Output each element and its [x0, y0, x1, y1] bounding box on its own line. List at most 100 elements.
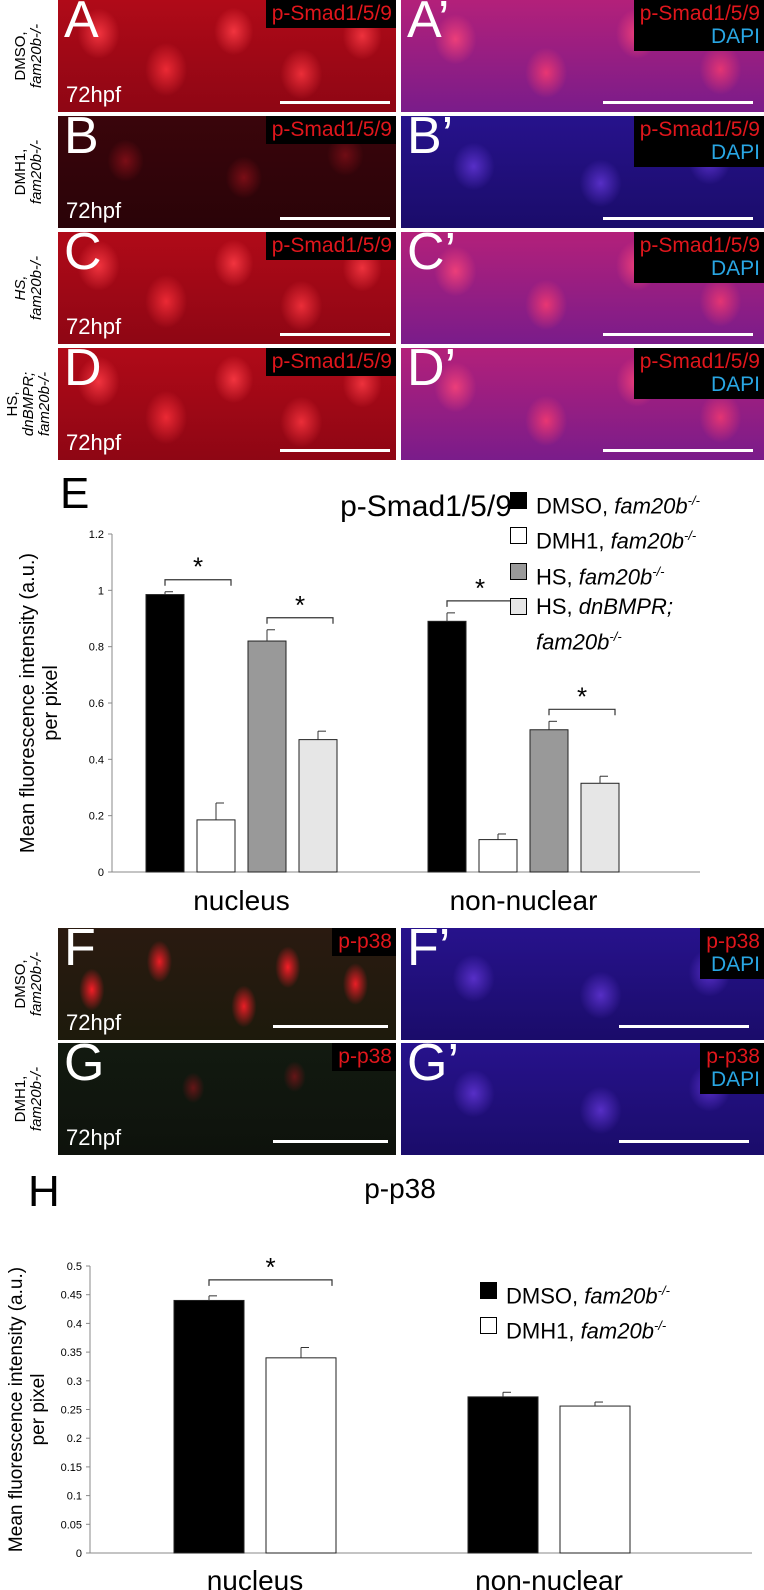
micrograph-right: C’ p-Smad1/5/9 DAPI — [401, 232, 764, 344]
stain-label: p-p38 — [332, 1043, 396, 1071]
panel-letter: E — [60, 469, 89, 518]
scale-bar — [619, 1025, 749, 1028]
bar — [478, 839, 518, 873]
bar — [467, 1396, 539, 1554]
legend-swatch — [480, 1317, 497, 1335]
stain-name: p-Smad1/5/9 — [271, 118, 392, 141]
timepoint-label: 72hpf — [66, 198, 122, 223]
legend-label-sup: -/- — [687, 493, 700, 508]
stain-label: p-Smad1/5/9 DAPI — [633, 0, 764, 51]
bar — [196, 819, 236, 873]
legend-label-sup: -/- — [657, 1283, 670, 1298]
micrograph-right: F’ p-p38 DAPI — [401, 928, 764, 1040]
condition-line-1: DMH1, — [12, 1075, 29, 1123]
y-tick-label: 0.1 — [67, 1491, 82, 1503]
panel-letter: A’ — [407, 0, 450, 49]
legend-item: DMH1, fam20b-/- — [480, 1311, 670, 1346]
condition-line-1: HS, — [4, 391, 21, 417]
condition-line-2: fam20b-/- — [28, 23, 45, 89]
y-tick-label: 0.4 — [67, 1318, 82, 1330]
bar — [298, 739, 338, 873]
stain-label: p-p38 DAPI — [700, 928, 764, 979]
y-tick-label: 0.8 — [89, 642, 104, 654]
stain-name: p-p38 — [706, 1045, 760, 1068]
condition-line-3: fam20b-/- — [36, 371, 53, 437]
y-axis-label: Mean fluorescence intensity (a.u.)per pi… — [17, 553, 62, 853]
y-tick-label: 0.6 — [89, 698, 104, 710]
condition-label: DMH1, fam20b-/- — [0, 1043, 58, 1155]
stain-name: p-p38 — [338, 1045, 392, 1068]
legend-swatch — [510, 562, 527, 580]
y-tick-label: 1 — [98, 585, 104, 597]
y-tick-label: 0 — [98, 867, 104, 879]
condition-line-1: DMSO, — [12, 31, 29, 81]
y-tick-label: 0.25 — [61, 1405, 82, 1417]
panel-letter: F’ — [407, 928, 451, 977]
condition-line-2: fam20b-/- — [28, 1066, 45, 1132]
significance-star: * — [193, 552, 203, 582]
y-axis-label-line-1: Mean fluorescence intensity (a.u.) — [6, 1267, 27, 1552]
bar — [559, 1405, 631, 1554]
significance-star: * — [265, 1252, 275, 1282]
stain-label: p-Smad1/5/9 DAPI — [633, 232, 764, 283]
y-axis-label-line-2: per pixel — [40, 665, 62, 741]
bar — [173, 1299, 245, 1554]
chart-h-legend: DMSO, fam20b-/- DMH1, fam20b-/- — [480, 1276, 670, 1347]
bar — [580, 782, 620, 873]
stain-label: p-Smad1/5/9 DAPI — [633, 348, 764, 399]
y-tick-label: 0.35 — [61, 1347, 82, 1359]
legend-swatch — [480, 1282, 497, 1299]
scale-bar — [603, 101, 753, 104]
y-tick-label: 0.2 — [67, 1433, 82, 1445]
y-tick-label: 0.5 — [67, 1261, 82, 1273]
y-axis-label-line-1: Mean fluorescence intensity (a.u.) — [17, 553, 39, 853]
scale-bar — [603, 333, 753, 336]
significance-bracket — [208, 1279, 333, 1286]
condition-line-1: HS, — [12, 275, 29, 301]
panel-letter: G — [64, 1043, 105, 1092]
stain-label: p-Smad1/5/9 DAPI — [633, 116, 764, 167]
legend-label: DMSO, — [506, 1283, 585, 1309]
x-category-label: non-nuclear — [475, 1565, 623, 1590]
scale-bar — [280, 333, 390, 336]
legend-item: DMH1, fam20b-/- — [510, 521, 700, 556]
stain-label: p-Smad1/5/9 — [265, 116, 396, 144]
stain-label: p-Smad1/5/9 — [265, 0, 396, 28]
panel-letter: D’ — [407, 348, 457, 397]
legend-label: DMSO, — [536, 493, 615, 519]
panel-letter: B’ — [407, 116, 454, 165]
y-tick-label: 1.2 — [89, 529, 104, 541]
condition-label: DMH1, fam20b-/- — [0, 116, 58, 228]
stain-label: p-p38 — [332, 928, 396, 956]
legend-label: DMH1, — [506, 1318, 581, 1344]
x-category-label: nucleus — [207, 1565, 304, 1590]
panel-letter: G’ — [407, 1043, 459, 1092]
stain-name: p-p38 — [338, 930, 392, 953]
stain-name: p-Smad1/5/9 — [639, 2, 760, 25]
condition-label: HS, dnBMPR; fam20b-/- — [0, 348, 58, 460]
condition-line-2: fam20b-/- — [28, 139, 45, 205]
scale-bar — [603, 449, 753, 452]
bar — [529, 729, 569, 873]
legend-label: DMH1, — [536, 528, 611, 554]
panel-letter: C — [64, 232, 102, 281]
stain-label: p-p38 DAPI — [700, 1043, 764, 1094]
legend-label-italic: dnBMPR; — [578, 593, 673, 619]
legend-label-sup: -/- — [683, 528, 697, 544]
micrograph-right: A’ p-Smad1/5/9 DAPI — [401, 0, 764, 112]
y-axis-label-line-2: per pixel — [28, 1374, 49, 1446]
legend-label-italic: fam20b — [584, 1283, 658, 1309]
stain-name: p-Smad1/5/9 — [639, 350, 760, 373]
dapi-label: DAPI — [710, 953, 760, 976]
legend-item: HS, fam20b-/- — [510, 557, 700, 592]
scale-bar — [273, 1025, 388, 1028]
